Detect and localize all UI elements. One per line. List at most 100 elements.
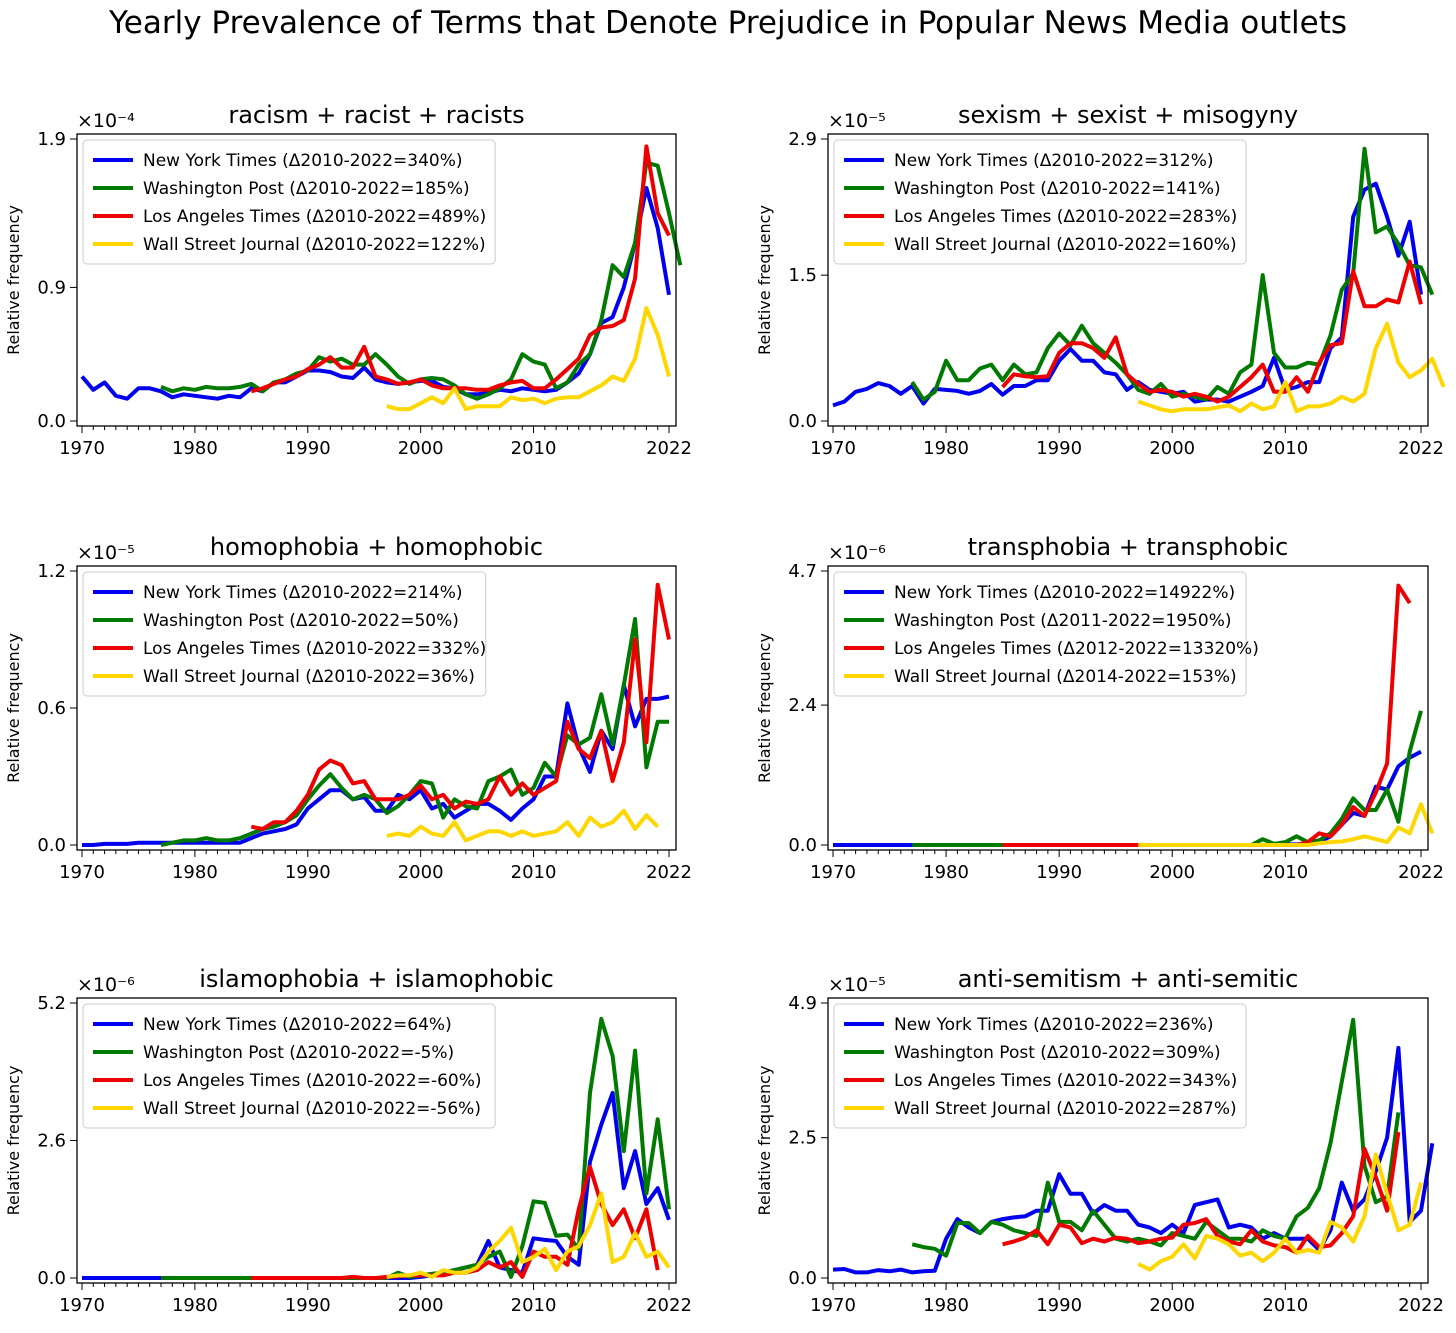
x-tick-label: 1990 — [285, 1295, 331, 1316]
legend-entry: New York Times (Δ2010-2022=14922%) — [894, 583, 1235, 603]
legend-box — [82, 571, 487, 697]
legend-entry: New York Times (Δ2010-2022=64%) — [143, 1015, 452, 1035]
legend-box — [82, 139, 496, 265]
x-tick-label: 2000 — [398, 1295, 444, 1316]
legend-entry: Los Angeles Times (Δ2010-2022=283%) — [894, 207, 1237, 227]
legend: New York Times (Δ2010-2022=340%) Washingt… — [82, 139, 496, 265]
x-tick-label: 1970 — [59, 438, 105, 459]
x-tick-label: 1990 — [1036, 1295, 1082, 1316]
legend-entry: Los Angeles Times (Δ2010-2022=332%) — [143, 639, 486, 659]
plot-frame — [76, 133, 677, 427]
legend-box — [82, 1003, 496, 1129]
y-axis-label: Relative frequency — [4, 633, 23, 783]
x-tick-label: 2022 — [1398, 438, 1444, 459]
legend-entry: Washington Post (Δ2010-2022=309%) — [894, 1043, 1221, 1063]
legend-entry: Wall Street Journal (Δ2010-2022=287%) — [894, 1099, 1237, 1119]
legend-entry: New York Times (Δ2010-2022=312%) — [894, 151, 1214, 171]
x-tick-label: 2022 — [1398, 862, 1444, 883]
x-tick-label: 1990 — [285, 438, 331, 459]
legend: New York Times (Δ2010-2022=214%) Washingt… — [82, 571, 487, 697]
y-tick-label: 2.6 — [37, 1131, 66, 1152]
series-line-4 — [386, 306, 671, 412]
chart-panel-6: anti-semitism + anti-semitic ×10⁻⁵ Relativ… — [755, 965, 1444, 1316]
chart-title: islamophobia + islamophobic — [199, 965, 554, 993]
series-line-3 — [1001, 259, 1423, 404]
y-tick-label: 0.0 — [788, 411, 817, 432]
chart-title: homophobia + homophobic — [210, 533, 543, 561]
series-line-4 — [386, 1191, 671, 1279]
x-tick-label: 1970 — [810, 438, 856, 459]
x-tick-label: 1970 — [59, 862, 105, 883]
x-tick-label: 1970 — [59, 1295, 105, 1316]
legend-entry: New York Times (Δ2010-2022=214%) — [143, 583, 463, 603]
chart-title: sexism + sexist + misogyny — [958, 101, 1298, 129]
x-tick-label: 2000 — [1149, 438, 1195, 459]
x-tick-label: 1980 — [923, 862, 969, 883]
x-tick-label: 2010 — [1262, 1295, 1308, 1316]
chart-panel-5: islamophobia + islamophobic ×10⁻⁶ Relative… — [4, 965, 692, 1316]
y-axis-label: Relative frequency — [4, 1066, 23, 1216]
y-tick-label: 4.7 — [788, 561, 817, 582]
legend-entry: New York Times (Δ2010-2022=236%) — [894, 1015, 1214, 1035]
y-tick-label: 2.4 — [788, 695, 817, 716]
y-tick-label: 0.0 — [37, 835, 66, 856]
legend-box — [833, 1003, 1247, 1129]
legend-entry: Los Angeles Times (Δ2010-2022=489%) — [143, 207, 486, 227]
x-tick-label: 2010 — [511, 1295, 557, 1316]
series-line-2 — [911, 1017, 1401, 1258]
x-tick-label: 2000 — [398, 862, 444, 883]
y-tick-label: 1.2 — [37, 561, 66, 582]
series-line-4 — [1137, 321, 1446, 414]
plot-frame — [827, 133, 1429, 427]
legend-entry: Wall Street Journal (Δ2010-2022=160%) — [894, 235, 1237, 255]
x-tick-label: 1970 — [810, 862, 856, 883]
series-line-2 — [912, 710, 1423, 847]
x-tick-label: 1970 — [810, 1295, 856, 1316]
y-tick-label: 0.0 — [37, 1268, 66, 1289]
y-axis-label: Relative frequency — [4, 205, 23, 355]
axis-exponent-label: ×10⁻⁵ — [828, 974, 886, 996]
legend: New York Times (Δ2010-2022=14922%) Washin… — [833, 571, 1259, 697]
y-axis-label: Relative frequency — [755, 633, 774, 783]
legend-box — [833, 139, 1247, 265]
x-tick-label: 1980 — [923, 438, 969, 459]
legend-entry: Los Angeles Times (Δ2010-2022=343%) — [894, 1071, 1237, 1091]
chart-panel-3: homophobia + homophobic ×10⁻⁵ Relative fre… — [4, 533, 692, 883]
y-axis-label: Relative frequency — [755, 1066, 774, 1216]
x-tick-label: 1990 — [285, 862, 331, 883]
series-line-3 — [250, 144, 671, 394]
series-line-3 — [250, 582, 671, 831]
legend-entry: Washington Post (Δ2011-2022=1950%) — [894, 611, 1232, 631]
y-tick-label: 2.9 — [788, 129, 817, 150]
series-line-4 — [1138, 802, 1435, 847]
series-line-4 — [386, 808, 660, 843]
x-tick-label: 1980 — [172, 438, 218, 459]
x-tick-label: 2000 — [1149, 862, 1195, 883]
legend-entry: Wall Street Journal (Δ2010-2022=36%) — [143, 667, 475, 687]
x-tick-label: 2000 — [1149, 1295, 1195, 1316]
axis-exponent-label: ×10⁻⁴ — [77, 110, 135, 132]
chart-panel-1: racism + racist + racists ×10⁻⁴ Relative f… — [4, 101, 692, 459]
axis-exponent-label: ×10⁻⁵ — [77, 542, 135, 564]
x-tick-label: 1990 — [1036, 862, 1082, 883]
legend-entry: Washington Post (Δ2010-2022=50%) — [143, 611, 459, 631]
series-line-1 — [82, 683, 670, 847]
series-line-4 — [1137, 1152, 1423, 1272]
axis-exponent-label: ×10⁻⁵ — [828, 110, 886, 132]
legend: New York Times (Δ2010-2022=236%) Washingt… — [833, 1003, 1247, 1129]
plot-frame — [827, 997, 1429, 1284]
x-tick-label: 1980 — [923, 1295, 969, 1316]
x-tick-label: 2010 — [1262, 438, 1308, 459]
y-tick-label: 0.6 — [37, 698, 66, 719]
y-tick-label: 1.9 — [37, 129, 66, 150]
x-tick-label: 2010 — [1262, 862, 1308, 883]
legend-entry: Wall Street Journal (Δ2014-2022=153%) — [894, 667, 1237, 687]
series-line-3 — [251, 1164, 660, 1280]
x-tick-label: 2022 — [646, 438, 692, 459]
chart-panel-4: transphobia + transphobic ×10⁻⁶ Relative f… — [755, 533, 1444, 883]
legend-entry: Los Angeles Times (Δ2012-2022=13320%) — [894, 639, 1259, 659]
legend-entry: Wall Street Journal (Δ2010-2022=-56%) — [143, 1099, 481, 1119]
legend: New York Times (Δ2010-2022=64%) Washingto… — [82, 1003, 496, 1129]
y-tick-label: 0.0 — [788, 1268, 817, 1289]
legend-entry: Washington Post (Δ2010-2022=-5%) — [143, 1043, 454, 1063]
